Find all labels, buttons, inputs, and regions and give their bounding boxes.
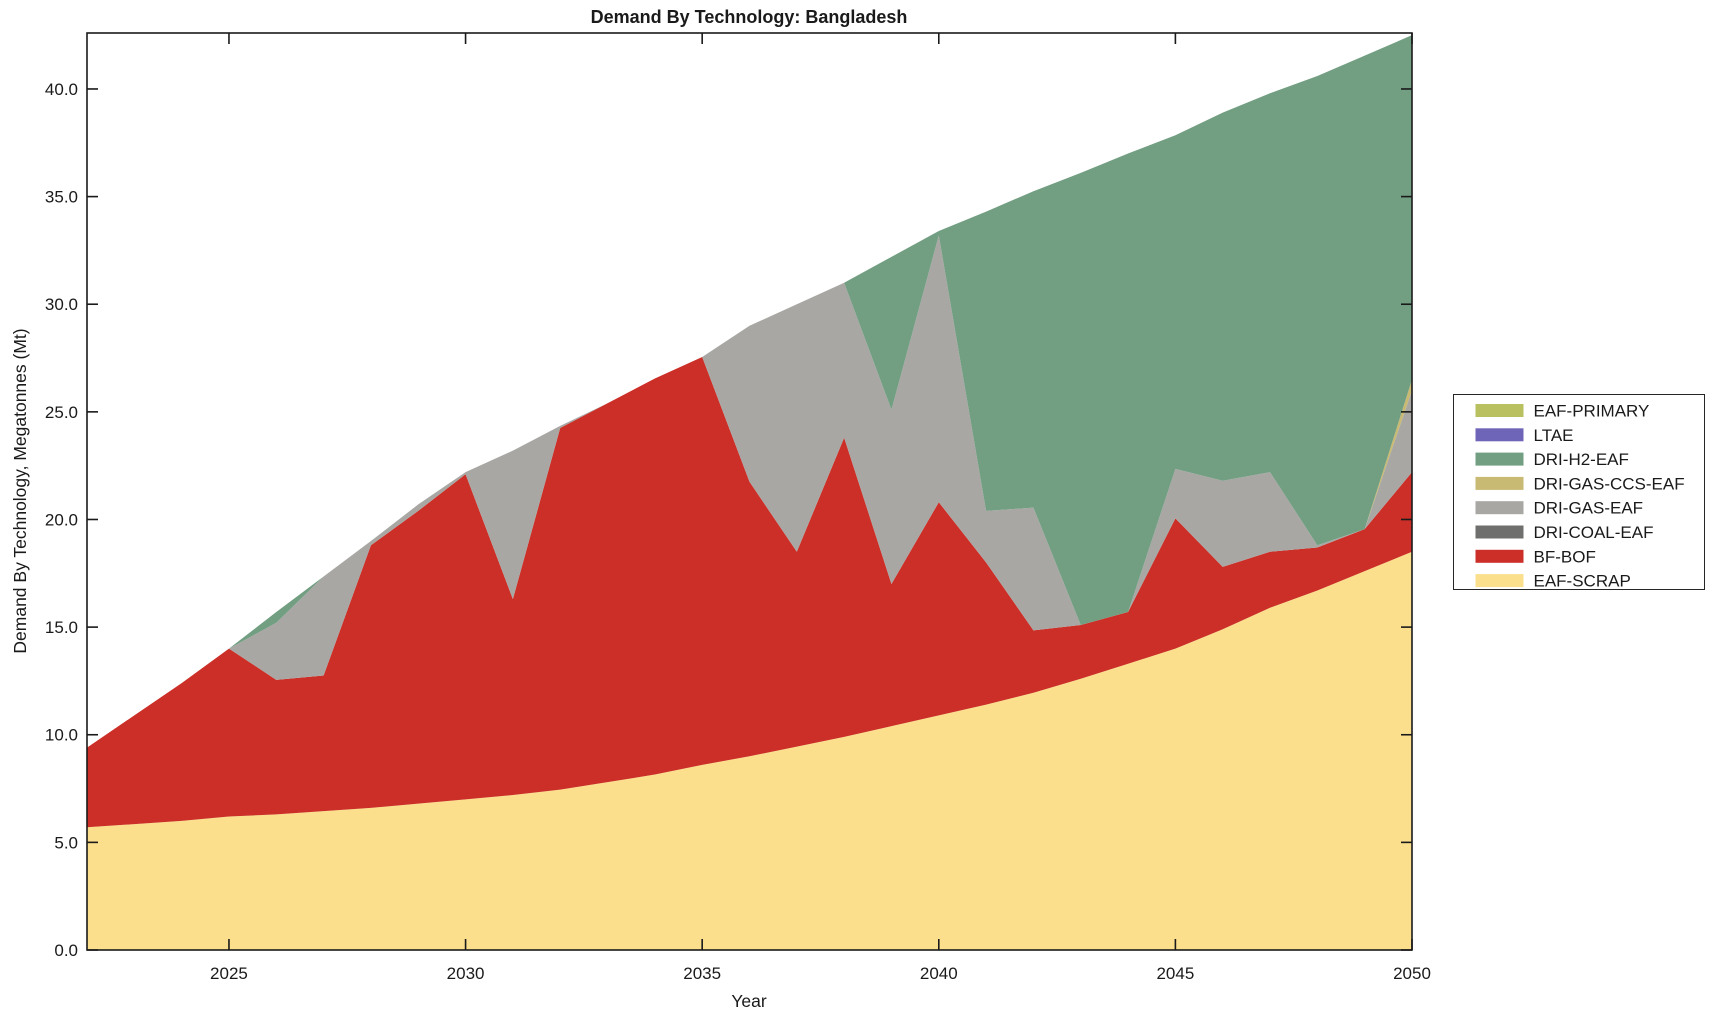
x-tick-label: 2025 xyxy=(210,964,248,983)
legend-label: DRI-GAS-EAF xyxy=(1534,499,1644,518)
x-tick-label: 2035 xyxy=(683,964,721,983)
x-tick-label: 2030 xyxy=(447,964,485,983)
legend-swatch xyxy=(1475,574,1524,588)
legend-label: LTAE xyxy=(1534,426,1574,445)
legend-label: DRI-GAS-CCS-EAF xyxy=(1534,474,1685,493)
y-tick-label: 20.0 xyxy=(45,510,78,529)
y-tick-label: 30.0 xyxy=(45,295,78,314)
x-tick-label: 2040 xyxy=(920,964,958,983)
legend-item-eaf-scrap: EAF-SCRAP xyxy=(1475,572,1631,591)
x-tick-label: 2045 xyxy=(1156,964,1194,983)
legend-label: EAF-PRIMARY xyxy=(1534,402,1650,421)
legend-label: DRI-H2-EAF xyxy=(1534,450,1629,469)
legend-item-ltae: LTAE xyxy=(1475,426,1574,445)
legend-item-dri-coal-eaf: DRI-COAL-EAF xyxy=(1475,523,1654,542)
legend-swatch xyxy=(1475,501,1524,515)
y-tick-label: 40.0 xyxy=(45,80,78,99)
legend-label: DRI-COAL-EAF xyxy=(1534,523,1654,542)
y-tick-label: 15.0 xyxy=(45,618,78,637)
x-axis-label: Year xyxy=(731,991,767,1011)
legend-swatch xyxy=(1475,404,1524,417)
y-tick-label: 5.0 xyxy=(54,833,78,852)
area-bf-bof xyxy=(87,356,1412,828)
legend-swatch xyxy=(1475,549,1524,563)
legend-item-dri-gas-ccs-eaf: DRI-GAS-CCS-EAF xyxy=(1475,474,1685,493)
legend-swatch xyxy=(1475,525,1524,539)
area-dri-h2-eaf xyxy=(87,35,1412,748)
legend-label: BF-BOF xyxy=(1534,547,1596,566)
y-axis-label: Demand By Technology, Megatonnes (Mt) xyxy=(10,328,30,653)
plot-border xyxy=(86,32,1413,951)
y-tick-label: 25.0 xyxy=(45,403,78,422)
legend-item-bf-bof: BF-BOF xyxy=(1475,547,1596,566)
legend-swatch xyxy=(1475,476,1524,490)
y-tick-label: 35.0 xyxy=(45,188,78,207)
legend-label: EAF-SCRAP xyxy=(1534,572,1631,591)
chart-title: Demand By Technology: Bangladesh xyxy=(591,7,908,27)
legend-item-eaf-primary: EAF-PRIMARY xyxy=(1475,402,1650,421)
area-series-group xyxy=(87,35,1412,950)
legend: EAF-PRIMARY LTAE DRI-H2-EAF DRI-GAS-CCS-EAF… xyxy=(1453,394,1705,591)
legend-item-dri-h2-eaf: DRI-H2-EAF xyxy=(1475,450,1629,469)
y-tick-label: 0.0 xyxy=(54,941,78,960)
area-dri-gas-eaf xyxy=(87,235,1412,748)
legend-swatch xyxy=(1475,428,1524,442)
axes-group: 2025 2030 2035 2040 2045 2050 0.0 5.0 10.0 15.0 20… xyxy=(45,32,1431,983)
area-eaf-scrap xyxy=(87,551,1412,950)
legend-item-dri-gas-eaf: DRI-GAS-EAF xyxy=(1475,499,1644,518)
y-tick-label: 10.0 xyxy=(45,726,78,745)
x-tick-label: 2050 xyxy=(1393,964,1431,983)
legend-swatch xyxy=(1475,452,1524,466)
